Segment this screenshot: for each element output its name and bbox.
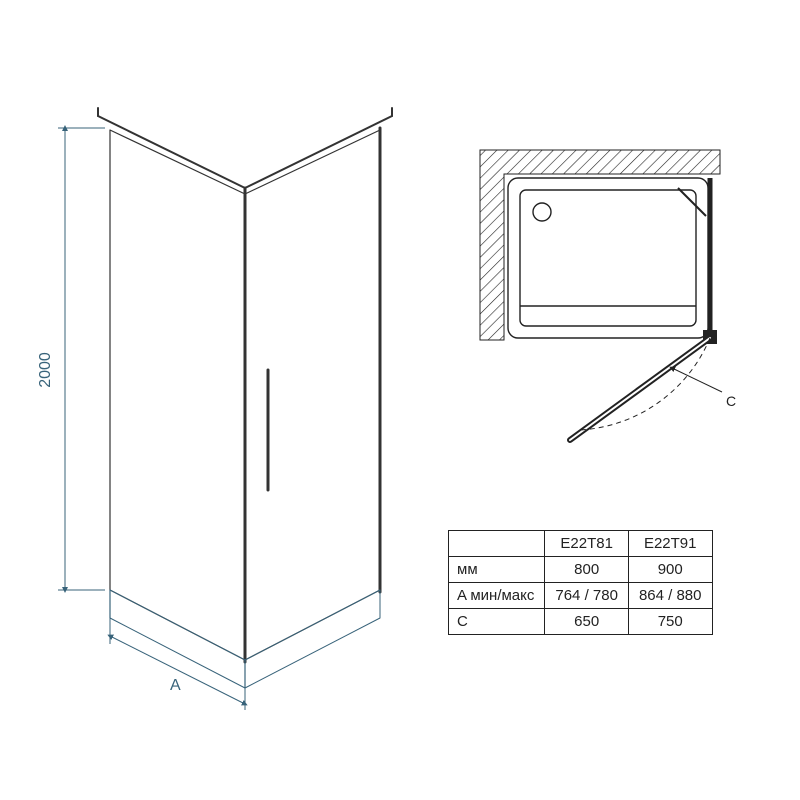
- cell: 764 / 780: [545, 583, 629, 609]
- row-label: C: [449, 609, 545, 635]
- stage: 2000: [0, 0, 800, 800]
- cell: 900: [628, 557, 712, 583]
- dim-A: [110, 618, 245, 710]
- plan-drawing: C: [460, 130, 760, 450]
- width-label: A: [170, 677, 181, 694]
- cell: 864 / 880: [628, 583, 712, 609]
- spec-table: E22T81 E22T91 мм 800 900 A мин/макс 764 …: [448, 530, 713, 635]
- height-label: 2000: [37, 352, 54, 388]
- cell: 750: [628, 609, 712, 635]
- row-label: мм: [449, 557, 545, 583]
- col-0: E22T81: [545, 531, 629, 557]
- table-row: A мин/макс 764 / 780 864 / 880: [449, 583, 713, 609]
- table-header-row: E22T81 E22T91: [449, 531, 713, 557]
- table-row: C 650 750: [449, 609, 713, 635]
- col-1: E22T91: [628, 531, 712, 557]
- spec-table-wrap: E22T81 E22T91 мм 800 900 A мин/макс 764 …: [448, 530, 713, 635]
- door-open: [570, 338, 710, 440]
- dim-vertical: [58, 128, 105, 590]
- enclosure: [98, 108, 392, 688]
- swing-label: C: [726, 393, 736, 409]
- table-row: мм 800 900: [449, 557, 713, 583]
- row-label: A мин/макс: [449, 583, 545, 609]
- tray: [508, 178, 708, 338]
- cell: 800: [545, 557, 629, 583]
- elevation-drawing: 2000: [10, 70, 440, 710]
- cell: 650: [545, 609, 629, 635]
- header-blank: [449, 531, 545, 557]
- dim-C-arrow: [672, 368, 722, 392]
